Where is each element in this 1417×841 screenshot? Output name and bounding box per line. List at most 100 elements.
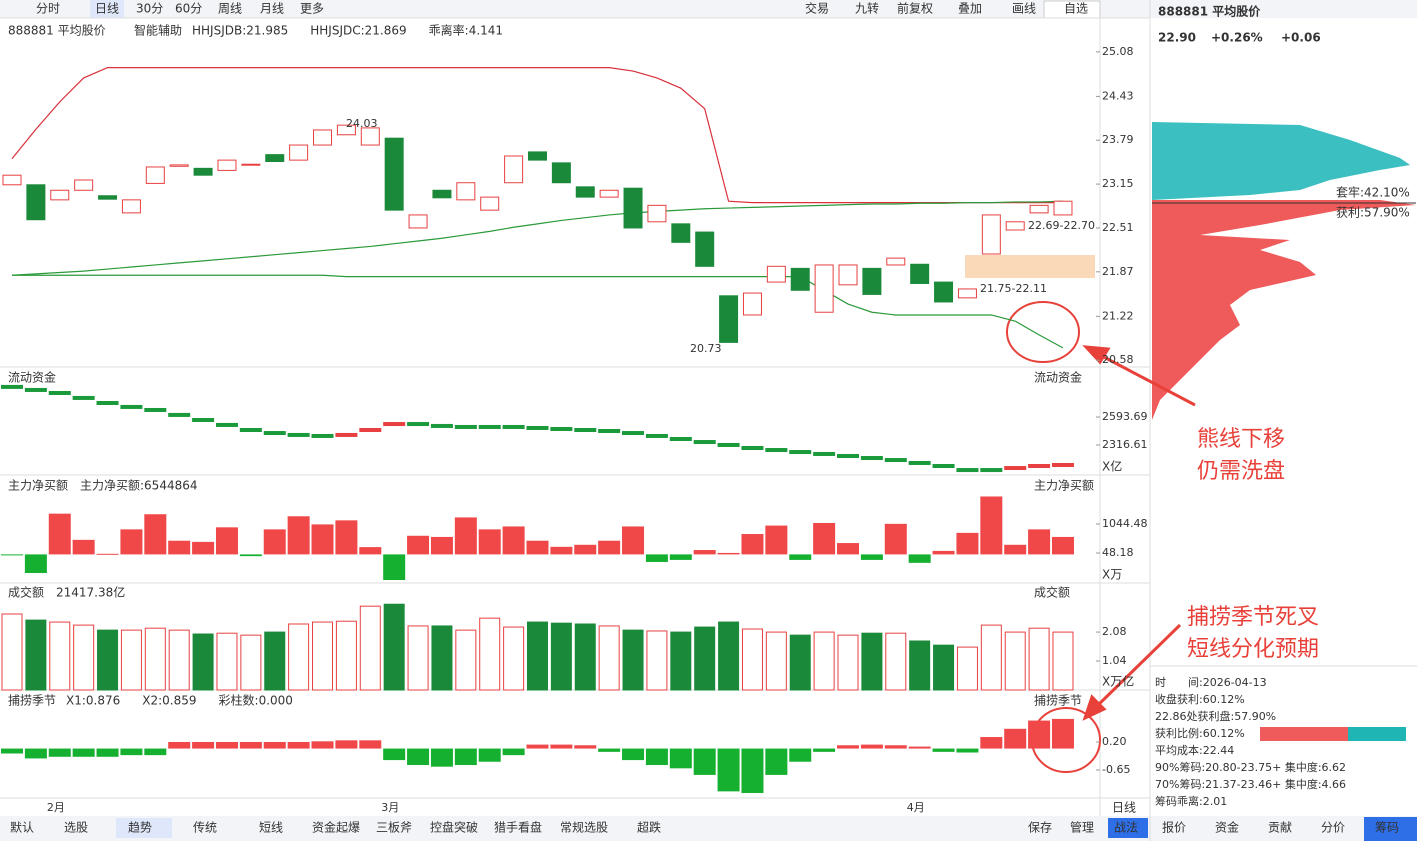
candle	[981, 214, 1001, 255]
volume-bar	[813, 631, 835, 691]
tool-btn[interactable]: 画线	[1012, 2, 1036, 16]
flow-seg	[335, 432, 358, 437]
volume-bar	[288, 623, 310, 691]
tool-btn[interactable]: 交易	[805, 1, 829, 16]
volume-bar	[73, 624, 95, 691]
chip-profit: 获利:57.90%	[1336, 206, 1410, 220]
side-tab[interactable]: 分价	[1321, 821, 1345, 835]
action-btn[interactable]: 战法	[1114, 821, 1138, 835]
side-tab[interactable]: 资金	[1215, 820, 1239, 835]
strategy-tab[interactable]: 控盘突破	[430, 820, 478, 835]
period-tab[interactable]: 30分	[136, 2, 163, 16]
flow-seg	[430, 423, 453, 428]
chip-info: 时 间:2026-04-13	[1155, 676, 1267, 689]
flow-seg	[383, 422, 406, 427]
side-tab[interactable]: 筹码	[1375, 821, 1399, 835]
bar	[96, 553, 119, 555]
volume-bar	[885, 632, 907, 691]
bar	[1051, 536, 1074, 555]
y-tick-label: 1.04	[1102, 654, 1127, 667]
bar	[598, 748, 621, 752]
side-tab[interactable]: 贡献	[1268, 820, 1292, 835]
strategy-tab[interactable]: 传统	[193, 820, 217, 835]
bar	[311, 741, 334, 749]
strategy-tab[interactable]: 三板斧	[376, 821, 412, 835]
flow-seg	[72, 395, 95, 400]
volume-bar	[861, 632, 883, 691]
volume-bar	[407, 625, 429, 691]
side-price: 22.90	[1158, 31, 1196, 45]
bar	[550, 546, 573, 555]
volume-bar	[741, 628, 763, 691]
candle	[1005, 221, 1025, 231]
tool-btn[interactable]: 九转	[855, 1, 879, 16]
period-label: 日线	[1112, 801, 1136, 815]
action-btn[interactable]: 管理	[1070, 820, 1094, 835]
period-tab[interactable]: 月线	[260, 2, 284, 16]
bar	[1, 554, 23, 556]
strategy-tab[interactable]: 默认	[10, 820, 34, 835]
strategy-tab[interactable]: 选股	[64, 821, 88, 835]
flow-seg	[263, 431, 286, 436]
indicator: X2:0.859	[142, 694, 196, 708]
bar	[120, 748, 143, 756]
y-tick-label: 22.51	[1102, 221, 1134, 234]
volume-bar	[837, 634, 859, 691]
tool-btn[interactable]: 叠加	[958, 2, 982, 16]
candle	[886, 257, 906, 266]
volume-bar	[240, 634, 262, 691]
volume-bar	[312, 621, 334, 691]
volume-bar	[120, 629, 142, 691]
period-tab[interactable]: 周线	[218, 2, 242, 16]
bar	[693, 550, 716, 555]
volume-bar	[264, 631, 286, 691]
volume-bar	[718, 621, 740, 691]
period-tab[interactable]: 分时	[36, 2, 60, 16]
period-tab[interactable]: 更多	[300, 2, 324, 16]
panel-title: 主力净买额	[8, 479, 68, 493]
volume-bar	[1052, 631, 1074, 691]
axis-unit: X万亿	[1102, 674, 1134, 689]
volume-bar	[670, 631, 692, 691]
volume-bar	[694, 626, 716, 691]
bar	[765, 525, 788, 555]
flow-seg	[598, 429, 621, 434]
volume-bar	[550, 622, 572, 691]
candle	[480, 196, 500, 211]
strategy-tab[interactable]: 资金起爆	[312, 820, 360, 835]
bar	[932, 748, 955, 752]
y-tick-label: -0.65	[1102, 763, 1130, 776]
candle	[719, 295, 739, 343]
x-tick-label: 2月	[47, 801, 65, 814]
flow-seg	[478, 424, 501, 429]
flow-seg	[622, 431, 645, 436]
period-tab[interactable]: 日线	[95, 2, 119, 16]
assist-btn[interactable]: 智能辅助	[134, 23, 182, 38]
strategy-tab[interactable]: 超跌	[637, 820, 661, 835]
candle	[145, 166, 165, 184]
strategy-tab[interactable]: 趋势	[128, 821, 152, 835]
side-tab[interactable]: 报价	[1162, 820, 1186, 835]
bar	[741, 534, 764, 555]
chip-info: 收盘获利:60.12%	[1155, 692, 1245, 706]
strategy-tab[interactable]: 猎手看盘	[494, 820, 542, 835]
y-tick-label: 0.20	[1102, 735, 1127, 748]
strategy-tab[interactable]: 常规选股	[560, 820, 608, 835]
price-annotation: 22.69-22.70	[1028, 219, 1095, 232]
candle	[408, 214, 428, 229]
bar	[311, 524, 334, 555]
bar	[72, 539, 95, 555]
flow-seg	[1051, 462, 1074, 467]
bar	[622, 526, 645, 555]
tool-btn[interactable]: 自选	[1064, 2, 1088, 16]
flow-seg	[645, 433, 668, 438]
tool-btn[interactable]: 前复权	[897, 1, 933, 16]
bar	[813, 522, 836, 555]
bar	[335, 520, 358, 555]
candle	[313, 129, 333, 146]
strategy-tab[interactable]: 短线	[259, 821, 283, 835]
action-btn[interactable]: 保存	[1028, 821, 1052, 835]
flow-seg	[765, 448, 788, 453]
period-tab[interactable]: 60分	[175, 2, 202, 16]
